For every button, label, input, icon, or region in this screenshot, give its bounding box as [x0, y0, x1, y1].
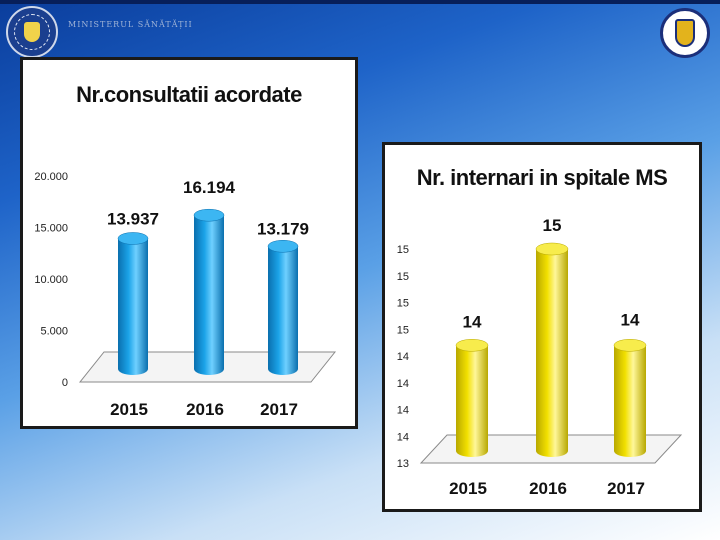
y-tick-label: 10.000	[34, 274, 68, 286]
bar-2016	[536, 249, 568, 457]
bar-2017	[268, 246, 298, 375]
top-bar	[0, 0, 720, 4]
ministry-name: MINISTERUL SĂNĂTĂȚII	[68, 20, 193, 29]
data-label: 14	[463, 312, 482, 331]
chart-title: Nr.consultatii acordate	[76, 82, 302, 107]
seal-ring	[14, 14, 50, 50]
chart-title: Nr. internari in spitale MS	[416, 165, 668, 190]
bar-cap-2016	[535, 242, 569, 256]
bar-cap-2017	[267, 240, 299, 253]
y-tick-label: 14	[397, 351, 409, 363]
y-tick-label: 13	[397, 458, 409, 470]
category-label: 2017	[260, 400, 298, 419]
data-label: 13.179	[257, 219, 309, 238]
bar-2016	[194, 215, 224, 375]
y-tick-label: 15	[397, 298, 409, 310]
bar-2017	[614, 345, 646, 457]
data-label: 16.194	[183, 178, 236, 197]
chart-hospitalizations-svg: 13 14 14 14 14 15 15 15 15 14 2015 15 2016 14 2017	[397, 216, 683, 498]
chart-hospitalizations: Nr. internari in spitale MS 13 14 14 14 14 15…	[382, 142, 702, 512]
y-tick-label: 15.000	[34, 223, 68, 235]
y-tick-label: 15	[397, 324, 409, 336]
y-tick-label: 15	[397, 271, 409, 283]
data-label: 13.937	[107, 209, 159, 228]
category-label: 2015	[449, 479, 487, 498]
seal-shield-icon	[24, 22, 40, 42]
y-tick-label: 14	[397, 405, 409, 417]
bar-cap-2015	[455, 339, 489, 352]
bar-cap-2017	[613, 339, 647, 352]
government-seal-icon	[6, 6, 58, 58]
category-label: 2016	[186, 400, 224, 419]
data-label: 15	[543, 216, 562, 235]
y-tick-label: 0	[62, 377, 68, 389]
data-label: 14	[621, 310, 640, 329]
bar-2015	[456, 345, 488, 457]
coat-of-arms-icon	[660, 8, 710, 58]
y-tick-label: 5.000	[40, 326, 68, 338]
chart-consultations: Nr.consultatii acordate 0 5.000 10.000 15.0…	[20, 57, 358, 429]
category-label: 2015	[110, 400, 148, 419]
y-tick-label: 14	[397, 378, 409, 390]
bar-cap-2015	[117, 232, 149, 245]
category-label: 2016	[529, 479, 567, 498]
y-tick-label: 15	[397, 244, 409, 256]
y-tick-label: 14	[397, 431, 409, 443]
chart-consultations-svg: 0 5.000 10.000 15.000 20.000 13.937 2015 16.194…	[34, 171, 337, 419]
category-label: 2017	[607, 479, 645, 498]
y-tick-label: 20.000	[34, 171, 68, 183]
bar-cap-2016	[193, 208, 225, 222]
coat-of-arms-shield-icon	[675, 19, 695, 47]
bar-2015	[118, 238, 148, 375]
